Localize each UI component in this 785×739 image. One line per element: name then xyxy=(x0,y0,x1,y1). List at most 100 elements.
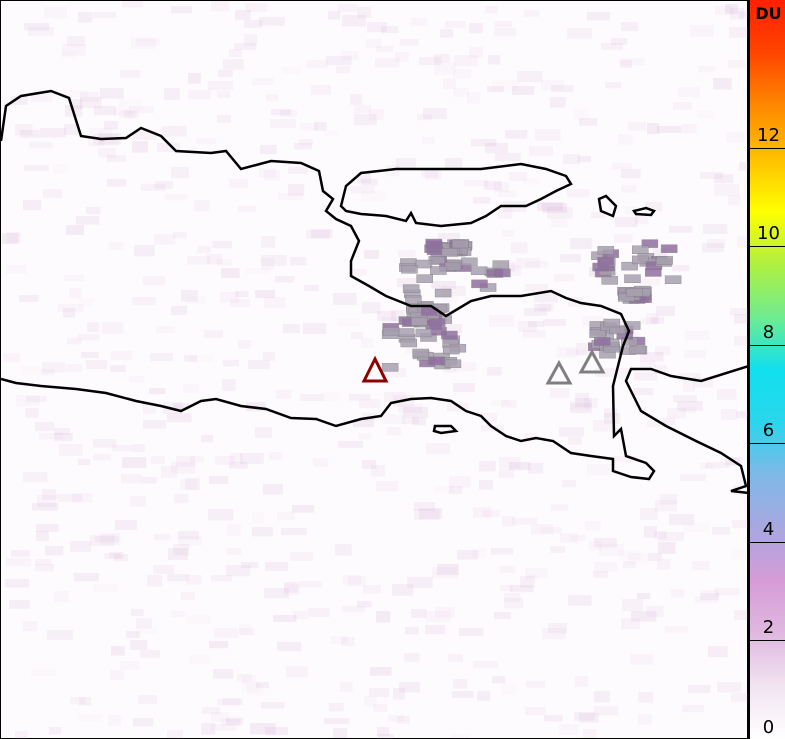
so2-pixel xyxy=(419,508,443,520)
so2-pixel xyxy=(551,218,568,228)
so2-pixel xyxy=(311,85,332,95)
so2-pixel xyxy=(487,86,504,93)
so2-pixel xyxy=(452,691,474,699)
colorbar-tick xyxy=(750,147,785,149)
so2-pixel xyxy=(70,697,86,705)
so2-pixel xyxy=(239,628,255,635)
so2-pixel xyxy=(353,419,374,428)
so2-pixel xyxy=(402,284,420,293)
so2-pixel xyxy=(329,703,344,712)
volcano-marker[interactable] xyxy=(578,348,606,374)
so2-pixel xyxy=(551,85,574,93)
so2-pixel xyxy=(141,184,166,191)
so2-pixel xyxy=(498,190,517,198)
so2-pixel xyxy=(584,398,598,409)
so2-pixel xyxy=(634,372,658,381)
so2-pixel xyxy=(417,114,432,121)
coastline-island-2 xyxy=(631,206,657,217)
so2-pixel xyxy=(15,124,33,136)
so2-pixel xyxy=(190,456,204,463)
so2-pixel xyxy=(587,464,611,476)
so2-pixel xyxy=(638,692,654,703)
so2-pixel xyxy=(94,106,117,116)
so2-pixel xyxy=(730,8,744,20)
so2-pixel xyxy=(454,55,478,67)
so2-pixel xyxy=(734,314,760,324)
so2-pixel xyxy=(154,534,171,541)
so2-pixel xyxy=(397,716,410,724)
so2-pixel xyxy=(36,524,59,533)
so2-pixel xyxy=(621,185,637,193)
so2-pixel xyxy=(682,705,704,713)
so2-pixel xyxy=(543,319,566,326)
so2-pixel xyxy=(336,66,351,74)
so2-pixel xyxy=(534,292,559,303)
so2-pixel xyxy=(414,509,440,520)
volcano-marker[interactable] xyxy=(545,359,573,385)
so2-pixel xyxy=(235,10,251,20)
so2-pixel xyxy=(284,582,299,593)
so2-pixel xyxy=(173,232,187,239)
so2-pixel xyxy=(377,311,396,321)
so2-pixel xyxy=(444,359,462,369)
so2-pixel xyxy=(130,640,148,650)
so2-pixel xyxy=(171,306,188,316)
so2-pixel xyxy=(629,345,647,355)
so2-pixel xyxy=(579,118,598,126)
so2-pixel xyxy=(204,330,224,338)
so2-pixel xyxy=(300,123,319,131)
so2-pixel xyxy=(438,233,460,240)
so2-pixel xyxy=(288,167,309,174)
so2-pixel xyxy=(605,82,622,89)
so2-pixel xyxy=(461,257,478,267)
so2-pixel xyxy=(400,39,419,46)
so2-pixel xyxy=(252,512,265,524)
so2-pixel xyxy=(263,352,276,361)
so2-pixel xyxy=(273,615,297,622)
so2-pixel xyxy=(133,718,154,727)
so2-pixel xyxy=(634,388,654,396)
so2-pixel xyxy=(488,55,501,65)
so2-pixel xyxy=(95,536,119,543)
so2-pixel xyxy=(523,330,546,338)
so2-pixel xyxy=(700,172,724,179)
so2-pixel xyxy=(384,368,407,378)
so2-pixel xyxy=(445,324,463,334)
so2-pixel xyxy=(171,167,189,179)
so2-pixel xyxy=(62,44,87,56)
so2-pixel xyxy=(90,535,115,547)
so2-pixel xyxy=(256,682,269,689)
colorbar-tick-label: 10 xyxy=(757,223,780,245)
so2-pixel xyxy=(498,207,513,219)
so2-pixel xyxy=(189,355,214,363)
so2-pixel xyxy=(667,408,687,419)
so2-pixel xyxy=(729,457,743,465)
so2-pixel xyxy=(734,336,759,346)
so2-pixel xyxy=(501,265,521,276)
so2-pixel xyxy=(230,299,251,307)
so2-pixel xyxy=(559,427,585,437)
so2-pixel xyxy=(671,589,684,598)
so2-pixel xyxy=(672,265,690,272)
so2-pixel xyxy=(186,575,202,585)
so2-pixel xyxy=(526,681,545,688)
so2-pixel xyxy=(230,453,243,463)
so2-pixel xyxy=(381,26,399,34)
so2-pixel xyxy=(369,109,384,121)
volcano-marker-active[interactable] xyxy=(361,355,389,383)
so2-pixel xyxy=(300,394,325,402)
so2-pixel xyxy=(396,158,417,169)
so2-pixel xyxy=(451,239,469,249)
so2-pixel xyxy=(2,233,19,244)
so2-pixel xyxy=(415,259,433,269)
so2-pixel xyxy=(333,293,357,305)
so2-pixel xyxy=(664,275,682,284)
so2-pixel xyxy=(69,288,82,299)
so2-pixel xyxy=(397,328,415,337)
so2-pixel xyxy=(583,729,597,738)
so2-pixel xyxy=(550,97,566,108)
so2-pixel xyxy=(534,304,552,312)
so2-pixel xyxy=(324,130,338,137)
so2-pixel xyxy=(178,531,199,540)
so2-pixel xyxy=(42,489,57,500)
